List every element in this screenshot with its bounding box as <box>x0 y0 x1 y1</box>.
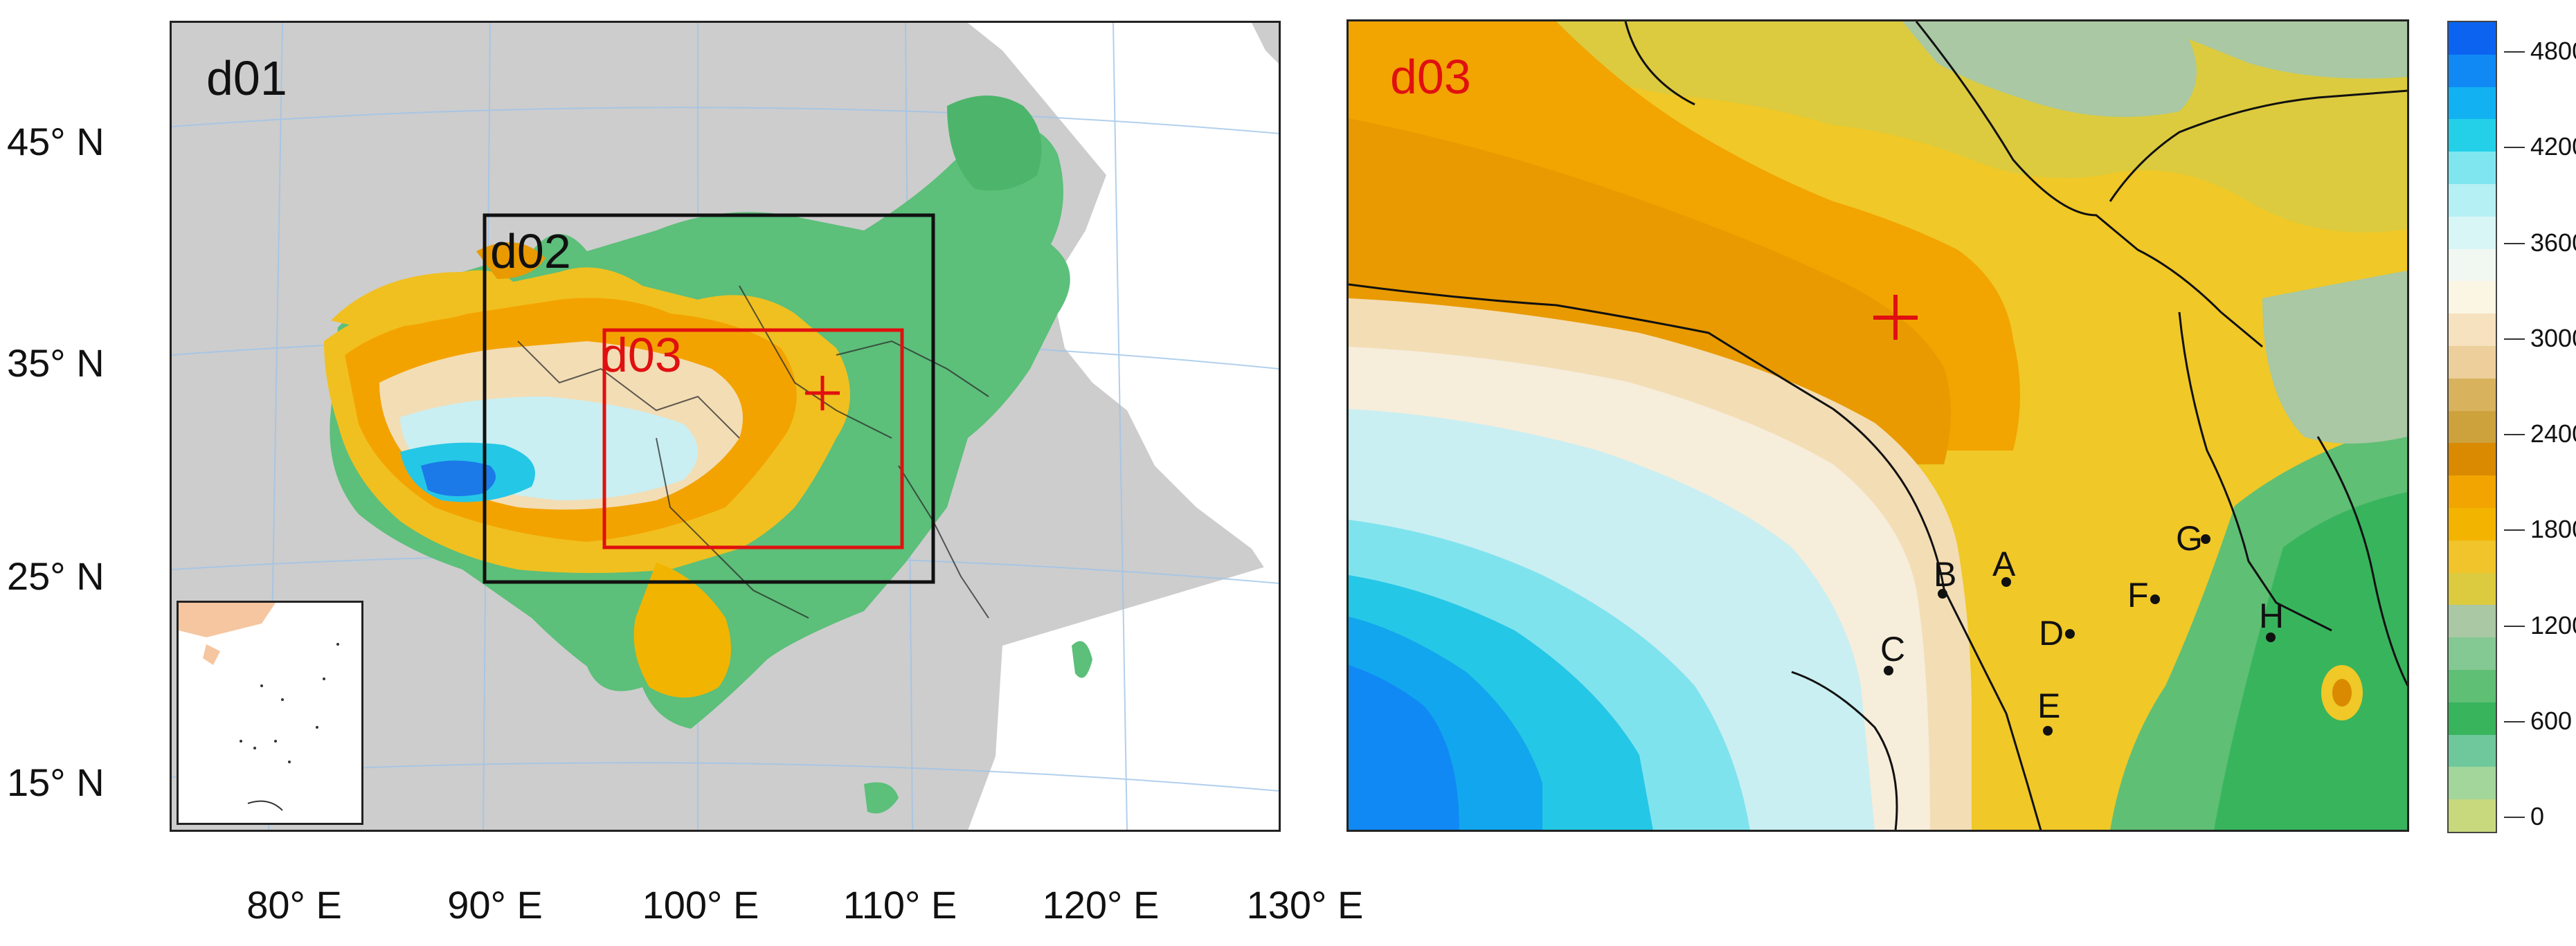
colorbar-swatch <box>2449 410 2496 444</box>
lon-label-110e: 110° E <box>843 883 957 927</box>
colorbar-swatch <box>2449 346 2496 379</box>
colorbar-swatch <box>2449 184 2496 217</box>
site-marker-icon <box>805 376 840 410</box>
colorbar-label: 1200 <box>2530 610 2576 639</box>
inset-graphic <box>179 603 339 811</box>
colorbar-tick <box>2504 242 2525 244</box>
lon-label-90e: 90° E <box>447 883 543 927</box>
colorbar-swatch <box>2449 799 2496 832</box>
site-label-g: G <box>2176 519 2203 558</box>
colorbar-tick <box>2504 817 2525 818</box>
colorbar-label: 4200 <box>2530 132 2576 161</box>
colorbar-label: 0 <box>2530 802 2545 830</box>
colorbar-tick <box>2504 147 2525 149</box>
colorbar-label: 2400 <box>2530 419 2576 448</box>
lat-label-35n: 35° N <box>7 341 105 385</box>
colorbar-swatch <box>2449 767 2496 801</box>
lat-label-25n: 25° N <box>7 554 105 598</box>
colorbar-swatch <box>2449 670 2496 703</box>
colorbar-swatch <box>2449 572 2496 606</box>
colorbar-tick <box>2504 51 2525 53</box>
colorbar-swatch <box>2449 605 2496 639</box>
right-domain-map: d03 A B C D E F G H <box>1346 19 2409 832</box>
site-label-d: D <box>2039 614 2064 653</box>
lon-label-130e: 130° E <box>1246 883 1364 927</box>
site-dot-c <box>1884 666 1893 675</box>
colorbar-tick <box>2504 720 2525 722</box>
domain-label-d02: d02 <box>490 224 571 278</box>
right-map-graphic <box>1349 21 2407 830</box>
elevation-colorbar <box>2447 21 2497 833</box>
colorbar-swatch <box>2449 702 2496 736</box>
colorbar-swatch <box>2449 87 2496 120</box>
site-label-f: F <box>2127 576 2149 615</box>
site-dot-g <box>2201 534 2210 544</box>
colorbar-swatch <box>2449 637 2496 671</box>
site-dot-d <box>2065 629 2075 639</box>
lon-label-120e: 120° E <box>1042 883 1160 927</box>
site-dot-e <box>2043 726 2053 736</box>
lat-label-15n: 15° N <box>7 761 105 804</box>
colorbar-swatch <box>2449 508 2496 541</box>
colorbar-tick <box>2504 338 2525 340</box>
colorbar-tick <box>2504 529 2525 531</box>
site-marker-icon <box>1873 295 1918 340</box>
domain-label-d01: d01 <box>206 51 287 105</box>
colorbar-swatch <box>2449 119 2496 153</box>
lon-label-100e: 100° E <box>642 883 759 927</box>
site-dot-b <box>1938 589 1947 599</box>
site-dot-f <box>2150 594 2160 604</box>
domain-label-d03-right: d03 <box>1390 50 1471 104</box>
site-label-e: E <box>2037 686 2061 725</box>
colorbar-swatch <box>2449 378 2496 412</box>
lat-label-45n: 45° N <box>7 120 105 163</box>
colorbar-swatch <box>2449 216 2496 250</box>
site-label-h: H <box>2259 597 2285 635</box>
domain-label-d03-left: d03 <box>601 328 682 382</box>
colorbar-swatch <box>2449 443 2496 477</box>
lon-label-80e: 80° E <box>246 883 342 927</box>
colorbar-label: 3000 <box>2530 323 2576 352</box>
colorbar-swatch <box>2449 540 2496 574</box>
site-label-a: A <box>1992 545 2016 583</box>
site-label-b: B <box>1934 555 1957 594</box>
colorbar-tick <box>2504 434 2525 435</box>
colorbar-label: 1800 <box>2530 515 2576 544</box>
colorbar-swatch <box>2449 734 2496 768</box>
colorbar-tick <box>2504 625 2525 627</box>
colorbar-swatch <box>2449 281 2496 315</box>
colorbar-swatch <box>2449 248 2496 282</box>
site-dot-a <box>2001 577 2011 587</box>
colorbar-swatch <box>2449 313 2496 347</box>
site-dot-h <box>2266 633 2276 642</box>
colorbar-swatch <box>2449 22 2496 55</box>
colorbar-swatch <box>2449 152 2496 185</box>
colorbar-label: 4800 <box>2530 37 2576 65</box>
colorbar-label: 600 <box>2530 706 2573 735</box>
south-china-sea-inset <box>177 601 363 825</box>
colorbar-swatch <box>2449 54 2496 88</box>
colorbar-label: 3600 <box>2530 228 2576 257</box>
site-label-c: C <box>1880 630 1906 668</box>
colorbar-swatch <box>2449 475 2496 509</box>
